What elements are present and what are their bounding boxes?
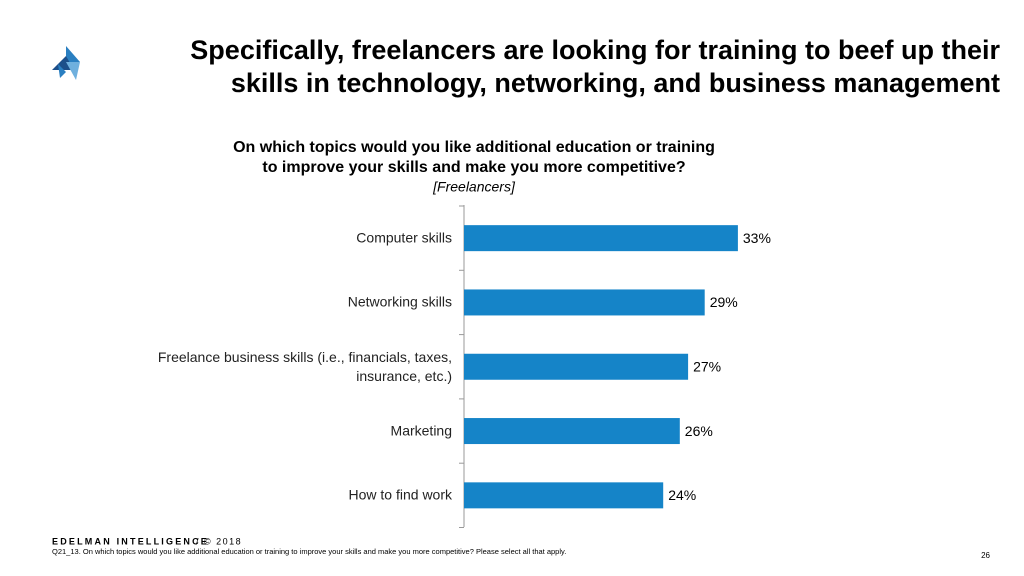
- value-label: 27%: [693, 358, 721, 374]
- bar: [464, 482, 664, 509]
- category-label: Freelance business skills (i.e., financi…: [157, 348, 452, 384]
- chart-subtitle: [Freelancers]: [432, 179, 516, 195]
- slide-title: Specifically, freelancers are looking fo…: [190, 35, 1000, 65]
- page-number: 26: [981, 551, 990, 560]
- bar: [464, 225, 738, 252]
- footer-copyright: / © 2018: [196, 536, 242, 546]
- chart-title: to improve your skills and make you more…: [262, 159, 685, 176]
- chart-title: On which topics would you like additiona…: [233, 139, 715, 156]
- logo: [52, 46, 80, 80]
- category-label: How to find work: [348, 486, 452, 503]
- footer-brand: EDELMAN INTELLIGENCE: [52, 536, 209, 546]
- value-label: 26%: [685, 423, 713, 439]
- category-label: Marketing: [390, 422, 452, 439]
- footer-note: Q21_13. On which topics would you like a…: [52, 547, 566, 556]
- bar: [464, 353, 689, 380]
- category-label: Computer skills: [356, 229, 452, 246]
- value-label: 24%: [668, 487, 696, 503]
- category-label: Networking skills: [347, 293, 452, 310]
- value-label: 33%: [743, 230, 771, 246]
- value-label: 29%: [710, 294, 738, 310]
- bar: [464, 289, 705, 316]
- bar: [464, 418, 680, 445]
- slide-title: skills in technology, networking, and bu…: [231, 68, 1000, 98]
